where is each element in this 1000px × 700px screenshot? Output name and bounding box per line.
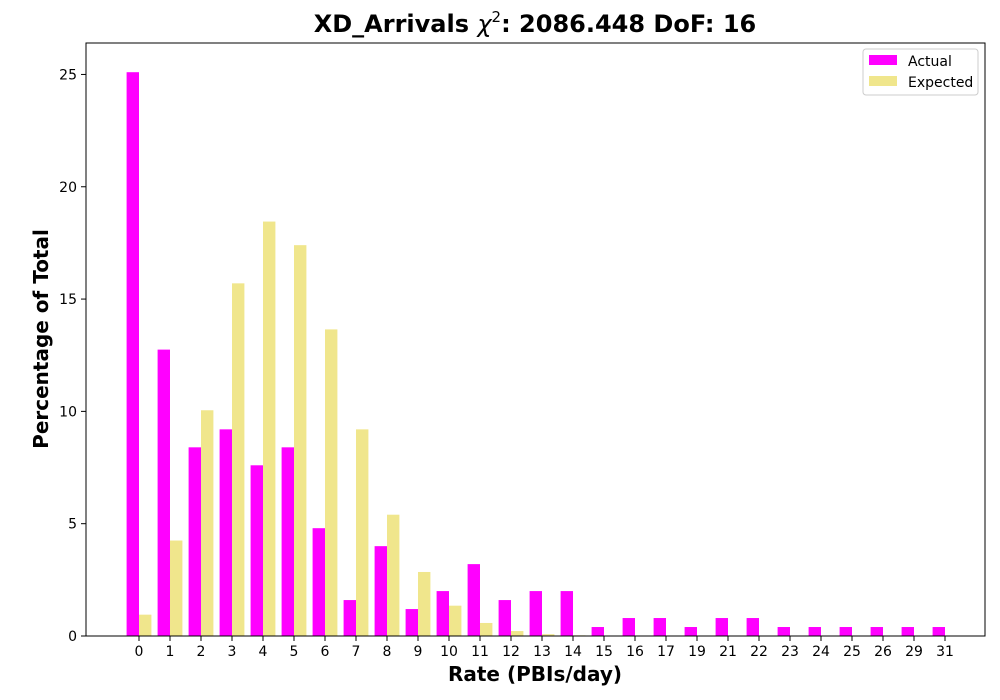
bar-actual-16 (622, 618, 635, 636)
bar-actual-1 (157, 349, 170, 636)
bar-expected-4 (263, 221, 276, 636)
bars-group (126, 72, 945, 636)
x-tick-label: 17 (657, 644, 675, 660)
bar-expected-1 (170, 540, 183, 636)
x-tick-label: 19 (688, 644, 706, 660)
bar-actual-13 (529, 591, 542, 636)
legend-label-actual: Actual (908, 54, 952, 70)
x-tick-label: 11 (471, 644, 489, 660)
title-chi: χ (475, 10, 492, 38)
x-tick-label: 22 (750, 644, 768, 660)
x-tick-label: 15 (595, 644, 613, 660)
bar-actual-15 (591, 627, 604, 636)
x-tick-label: 1 (166, 644, 175, 660)
bar-actual-23 (777, 627, 790, 636)
x-tick-label: 24 (812, 644, 830, 660)
bar-expected-10 (449, 605, 462, 636)
legend-label-expected: Expected (908, 75, 973, 91)
x-tick-label: 7 (352, 644, 361, 660)
x-tick-label: 5 (290, 644, 299, 660)
y-axis-label: Percentage of Total (29, 229, 53, 449)
bar-actual-3 (219, 429, 232, 636)
bar-actual-2 (188, 447, 201, 636)
title-sup: 2 (492, 8, 502, 26)
x-tick-label: 23 (781, 644, 799, 660)
x-tick-label: 25 (843, 644, 861, 660)
x-tick-label: 14 (564, 644, 582, 660)
bar-actual-25 (839, 627, 852, 636)
bar-expected-12 (511, 631, 524, 636)
bar-expected-0 (139, 614, 152, 636)
bar-actual-8 (374, 546, 387, 636)
bar-actual-12 (498, 600, 511, 636)
bar-actual-5 (281, 447, 294, 636)
bar-actual-17 (653, 618, 666, 636)
bar-expected-9 (418, 571, 431, 636)
y-tick-label: 15 (59, 292, 77, 308)
y-axis-ticks: 0 5 10 15 20 25 (59, 67, 86, 645)
bar-expected-13 (542, 634, 555, 636)
bar-expected-5 (294, 245, 307, 636)
bar-actual-7 (343, 600, 356, 636)
y-tick-label: 0 (68, 629, 77, 645)
bar-expected-11 (480, 622, 493, 636)
bar-actual-14 (560, 591, 573, 636)
x-axis-label: Rate (PBIs/day) (448, 662, 622, 686)
x-tick-label: 9 (414, 644, 423, 660)
bar-actual-11 (467, 564, 480, 636)
x-tick-label: 2 (197, 644, 206, 660)
bar-actual-9 (405, 609, 418, 636)
x-tick-label: 0 (135, 644, 144, 660)
bar-expected-6 (325, 329, 338, 636)
bar-actual-4 (250, 465, 263, 636)
bar-expected-2 (201, 410, 214, 636)
x-tick-label: 16 (626, 644, 644, 660)
legend-swatch-actual (869, 55, 897, 65)
chart-title: XD_Arrivals χ2: 2086.448 DoF: 16 (314, 8, 757, 38)
bar-expected-7 (356, 429, 369, 636)
title-main: XD_Arrivals (314, 10, 478, 38)
legend-swatch-expected (869, 76, 897, 86)
bar-actual-21 (715, 618, 728, 636)
x-tick-label: 21 (719, 644, 737, 660)
x-tick-label: 13 (533, 644, 551, 660)
bar-expected-3 (232, 283, 245, 636)
title-rest: : 2086.448 DoF: 16 (501, 10, 756, 38)
x-axis-ticks: 0 1 2 3 4 5 6 7 8 9 10 11 12 13 14 15 16 17 19 21 22 23 24 25 26… (135, 636, 954, 660)
bar-actual-0 (126, 72, 139, 636)
x-tick-label: 31 (936, 644, 954, 660)
x-tick-label: 3 (228, 644, 237, 660)
bar-actual-19 (684, 627, 697, 636)
bar-actual-10 (436, 591, 449, 636)
bar-actual-6 (312, 528, 325, 636)
x-tick-label: 8 (383, 644, 392, 660)
y-tick-label: 25 (59, 67, 77, 83)
bar-expected-8 (387, 514, 400, 636)
bar-actual-31 (932, 627, 945, 636)
x-tick-label: 12 (502, 644, 520, 660)
y-tick-label: 10 (59, 404, 77, 420)
x-tick-label: 4 (259, 644, 268, 660)
y-tick-label: 5 (68, 517, 77, 533)
bar-actual-26 (870, 627, 883, 636)
x-tick-label: 26 (874, 644, 892, 660)
y-tick-label: 20 (59, 180, 77, 196)
bar-actual-24 (808, 627, 821, 636)
x-tick-label: 10 (440, 644, 458, 660)
x-tick-label: 29 (905, 644, 923, 660)
bar-actual-29 (901, 627, 914, 636)
plot-frame (85, 42, 986, 637)
x-tick-label: 6 (321, 644, 330, 660)
bar-actual-22 (746, 618, 759, 636)
legend: Actual Expected (862, 48, 979, 96)
